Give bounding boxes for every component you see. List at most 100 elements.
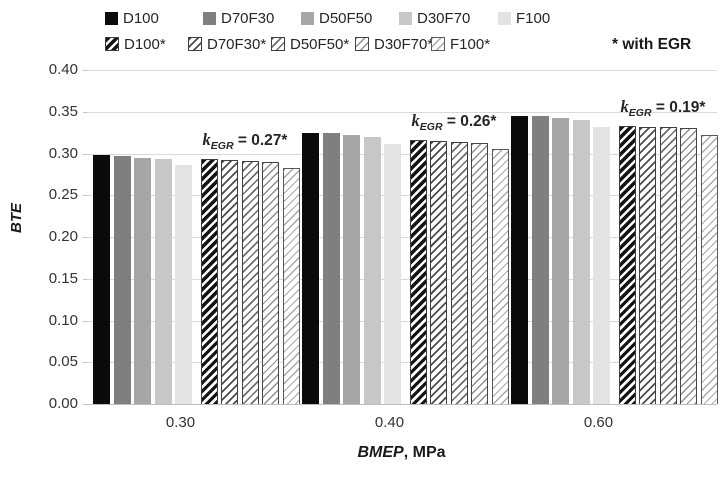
bar-d70f30-egr <box>221 160 238 404</box>
k-value: = 0.27* <box>233 132 288 150</box>
bar-d70f30-egr <box>430 140 447 404</box>
x-category-label: 0.30 <box>165 414 196 431</box>
gridline <box>87 195 717 197</box>
bar-d30f70-egr <box>262 161 279 404</box>
egr-coefficient-annotation: kEGR = 0.27* <box>203 130 288 152</box>
gridline <box>87 362 717 364</box>
egr-footnote: * with EGR <box>612 36 692 53</box>
legend-label: F100* <box>450 35 491 53</box>
bar-f100-egr <box>282 167 300 404</box>
y-axis-tick <box>83 153 87 155</box>
legend-label: D30F70 <box>417 9 471 27</box>
legend-swatch <box>301 11 314 25</box>
y-tick-label: 0.20 <box>48 228 78 245</box>
legend-label: D50F50 <box>319 9 373 27</box>
k-value: = 0.19* <box>651 98 706 116</box>
k-subscript: EGR <box>419 121 443 134</box>
legend-item-f100: F100 <box>498 9 551 27</box>
bar-d50f50 <box>552 118 569 404</box>
k-symbol: k <box>620 96 629 116</box>
bar-f100 <box>593 126 610 404</box>
legend-label: F100 <box>516 9 551 27</box>
y-axis-tick <box>83 362 87 364</box>
x-axis-title-unit: , MPa <box>403 444 446 461</box>
bar-f100-egr <box>491 149 509 404</box>
bar-d100-egr <box>200 159 218 404</box>
bar-d100 <box>93 155 110 404</box>
legend-swatch <box>399 11 412 25</box>
legend-item-f100-egr: F100* <box>431 35 491 53</box>
y-axis-tick <box>83 404 87 405</box>
egr-coefficient-annotation: kEGR = 0.26* <box>412 111 497 133</box>
legend-item-d50f50-egr: D50F50* <box>271 35 350 53</box>
legend-swatch <box>498 11 511 25</box>
bar-d70f30 <box>531 115 549 404</box>
bar-d30f70 <box>363 136 381 404</box>
y-tick-label: 0.05 <box>48 353 78 371</box>
bar-d30f70-egr <box>471 142 488 404</box>
bar-f100 <box>175 165 192 404</box>
x-axis-line <box>87 404 717 405</box>
bar-f100 <box>384 144 401 404</box>
y-axis-tick <box>83 278 87 280</box>
x-category-label: 0.40 <box>374 414 405 431</box>
bar-d50f50 <box>134 157 151 404</box>
bar-d50f50 <box>343 135 360 404</box>
gridline <box>87 70 717 71</box>
legend-swatch <box>355 37 369 51</box>
bar-d70f30 <box>113 156 131 404</box>
gridline <box>87 237 717 238</box>
legend-item-d50f50: D50F50 <box>301 9 373 27</box>
bar-d30f70 <box>572 120 590 404</box>
y-axis-tick <box>83 237 87 238</box>
legend-item-d100-egr: D100* <box>105 36 166 53</box>
gridline <box>87 111 717 113</box>
y-tick-label: 0.10 <box>48 311 78 329</box>
y-axis-tick <box>83 320 87 322</box>
legend-item-d70f30: D70F30 <box>203 9 275 27</box>
y-axis-tick <box>83 195 87 197</box>
legend-swatch <box>431 37 445 51</box>
gridline <box>87 320 717 322</box>
x-axis-title: BMEP, MPa <box>88 444 715 462</box>
legend-swatch <box>105 11 118 25</box>
y-tick-label: 0.15 <box>48 269 78 287</box>
bar-d100-egr <box>618 125 636 404</box>
k-symbol: k <box>202 130 211 150</box>
k-value: = 0.26* <box>442 113 497 131</box>
bar-d30f70-egr <box>680 127 697 404</box>
bar-d50f50-egr <box>659 126 677 404</box>
k-subscript: EGR <box>628 107 652 120</box>
bar-d50f50-egr <box>241 161 259 404</box>
legend-item-d30f70: D30F70 <box>399 9 471 27</box>
legend-swatch <box>188 37 202 51</box>
legend-swatch <box>203 11 216 25</box>
legend-swatch <box>271 37 285 51</box>
legend-label: D100 <box>123 9 159 27</box>
legend-label: D70F30 <box>221 9 275 27</box>
bar-d100 <box>302 132 319 404</box>
bar-d100-egr <box>409 140 427 404</box>
legend-label: D70F30* <box>207 35 267 53</box>
y-axis-tick <box>83 111 87 113</box>
y-axis-tick <box>83 70 87 71</box>
x-axis-title-variable: BMEP <box>357 444 404 461</box>
legend-swatch <box>105 37 119 51</box>
bar-f100-egr <box>700 135 718 404</box>
gridline <box>87 278 717 280</box>
y-tick-label: 0.25 <box>48 186 78 204</box>
k-symbol: k <box>411 111 420 131</box>
bar-d50f50-egr <box>450 141 468 404</box>
y-tick-label: 0.30 <box>48 144 78 162</box>
y-tick-label: 0.35 <box>48 102 78 120</box>
bar-d30f70 <box>154 158 172 404</box>
gridline <box>87 153 717 155</box>
y-tick-label: 0.00 <box>48 395 78 412</box>
bar-d100 <box>511 115 528 404</box>
legend-item-d100: D100 <box>105 9 159 27</box>
legend-label: D50F50* <box>290 35 350 53</box>
bar-d70f30-egr <box>639 126 656 404</box>
legend-item-d30f70-egr: D30F70* <box>355 36 433 53</box>
bar-d70f30 <box>322 132 340 404</box>
